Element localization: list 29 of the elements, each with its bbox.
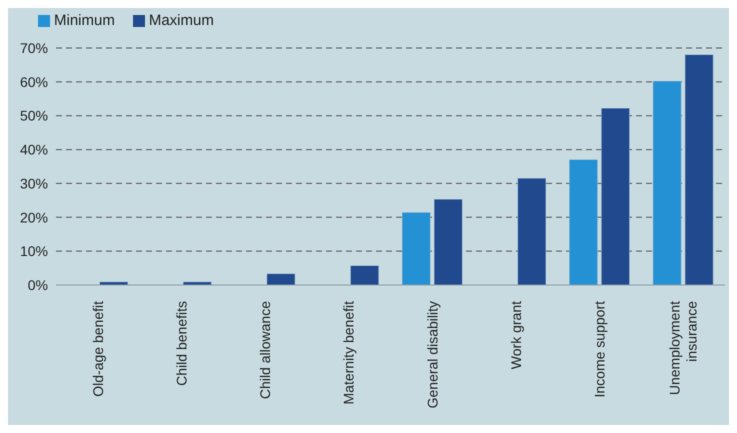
bar <box>266 274 296 285</box>
y-tick-label: 20% <box>20 209 48 226</box>
x-tick-label: Maternity benefit <box>340 300 357 404</box>
y-tick-label: 60% <box>20 74 48 90</box>
bar <box>652 80 682 285</box>
x-tick-label: Old-age benefit <box>90 300 106 397</box>
bar <box>434 199 462 285</box>
x-tick-label: Work grant <box>508 300 524 370</box>
bar <box>601 108 630 285</box>
y-tick-label: 10% <box>20 243 48 260</box>
legend-label: Minimum <box>54 12 115 29</box>
bar <box>569 159 598 285</box>
y-tick-label: 40% <box>20 142 48 158</box>
bar <box>684 54 714 285</box>
legend-label: Maximum <box>148 12 214 29</box>
y-tick-label: 50% <box>20 108 48 124</box>
y-tick-label: 30% <box>20 175 48 192</box>
bar <box>183 282 212 285</box>
x-tick-label: Unemployment insurance <box>666 300 700 396</box>
bar <box>350 265 379 285</box>
x-tick-label: Income support <box>592 300 608 398</box>
bar <box>518 178 546 285</box>
y-tick-label: 70% <box>20 40 48 56</box>
y-tick-label: 0% <box>28 276 48 293</box>
bar <box>402 212 430 285</box>
x-tick-label: General disability <box>424 301 440 408</box>
x-tick-label: Child benefits <box>173 301 190 386</box>
x-tick-label: Child allowance <box>257 300 274 400</box>
bar <box>99 282 128 285</box>
